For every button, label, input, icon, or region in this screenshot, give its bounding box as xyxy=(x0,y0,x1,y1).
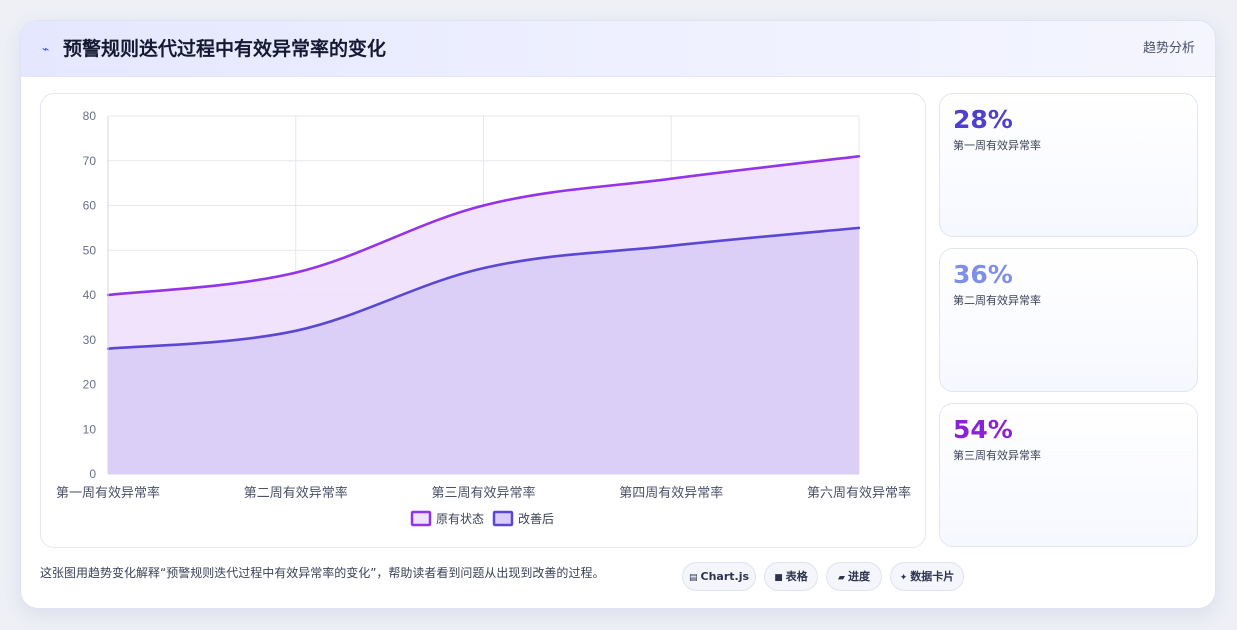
stat-value: 54% xyxy=(953,415,1013,444)
x-tick-label: 第三周有效异常率 xyxy=(431,485,535,501)
y-tick-label: 50 xyxy=(83,243,97,257)
chip-table[interactable]: ■ 表格 xyxy=(764,562,818,591)
data-point xyxy=(670,177,673,180)
legend-swatch-1 xyxy=(410,510,432,527)
chip-label: 表格 xyxy=(785,570,808,583)
legend-swatch-2 xyxy=(492,510,514,527)
y-tick-label: 80 xyxy=(83,109,97,123)
chart-card: ⌁ 预警规则迭代过程中有效异常率的变化 趋势分析 0 10 20 30 40 50 60 70… xyxy=(20,20,1216,609)
stat-value: 28% xyxy=(953,105,1013,134)
chip-data-cards[interactable]: ✦ 数据卡片 xyxy=(890,562,964,591)
stat-card-1: 28% 第一周有效异常率 xyxy=(939,93,1198,237)
x-tick-label: 第四周有效异常率 xyxy=(619,485,723,501)
card-header: ⌁ 预警规则迭代过程中有效异常率的变化 趋势分析 xyxy=(21,21,1215,77)
y-tick-label: 40 xyxy=(83,288,97,302)
data-point xyxy=(294,271,297,274)
chip-progress[interactable]: ▰ 进度 xyxy=(826,562,882,591)
stat-label: 第二周有效异常率 xyxy=(953,294,1041,307)
y-tick-label: 0 xyxy=(89,467,96,481)
stat-label: 第三周有效异常率 xyxy=(953,449,1041,462)
data-point xyxy=(482,204,485,207)
table-icon: ■ xyxy=(774,573,783,583)
data-point xyxy=(670,244,673,247)
chart-panel: 0 10 20 30 40 50 60 70 80 第一周有效异常率 第二周有效异常率 第三周有效异常… xyxy=(40,93,926,548)
data-point xyxy=(294,329,297,332)
progress-icon: ▰ xyxy=(838,573,845,583)
y-tick-label: 10 xyxy=(83,422,97,436)
chip-chartjs[interactable]: ▤ Chart.js xyxy=(682,562,756,591)
legend-label-1: 原有状态 xyxy=(436,512,484,526)
chip-label: Chart.js xyxy=(700,570,750,583)
page-title: 预警规则迭代过程中有效异常率的变化 xyxy=(63,38,387,60)
data-point xyxy=(857,155,861,158)
sparkle-icon: ✦ xyxy=(899,573,908,583)
y-tick-label: 70 xyxy=(83,154,97,168)
stat-card-2: 36% 第二周有效异常率 xyxy=(939,248,1198,392)
area-chart: 0 10 20 30 40 50 60 70 80 第一周有效异常率 第二周有效异常率 第三周有效异常… xyxy=(56,109,911,527)
chart-caption: 这张图用趋势变化解释“预警规则迭代过程中有效异常率的变化”，帮助读者看到问题从出… xyxy=(40,566,605,580)
legend-label-2: 改善后 xyxy=(518,511,554,526)
x-tick-label: 第六周有效异常率 xyxy=(807,485,911,501)
chip-label: 数据卡片 xyxy=(910,570,955,583)
x-tick-label: 第二周有效异常率 xyxy=(244,485,348,501)
stat-value: 36% xyxy=(953,260,1013,289)
stat-label: 第一周有效异常率 xyxy=(953,139,1041,152)
series-area-2 xyxy=(108,227,859,474)
data-point xyxy=(482,266,485,270)
chip-label: 进度 xyxy=(847,570,870,583)
trend-icon: ⌁ xyxy=(42,42,50,56)
chart-icon: ▤ xyxy=(688,573,698,583)
y-tick-label: 20 xyxy=(83,378,97,392)
x-tick-label: 第一周有效异常率 xyxy=(56,485,160,501)
y-tick-label: 60 xyxy=(83,199,97,213)
header-tag: 趋势分析 xyxy=(1142,41,1195,56)
stat-card-3: 54% 第三周有效异常率 xyxy=(939,403,1198,547)
data-point xyxy=(857,226,861,230)
y-tick-label: 30 xyxy=(83,333,97,347)
